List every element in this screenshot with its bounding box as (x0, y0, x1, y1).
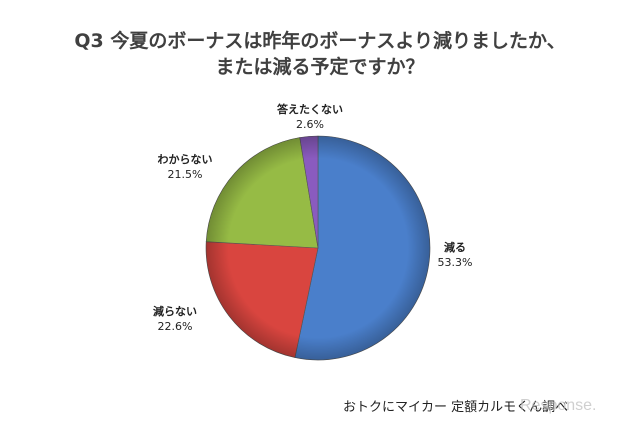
label-dont-know: わからない 21.5% (157, 153, 213, 181)
chart-title-line2: または減る予定ですか？ (215, 56, 425, 78)
label-not-decrease: 減らない 22.6% (153, 305, 197, 333)
label-decrease: 減る 53.3% (437, 241, 473, 269)
chart-title-line1: Q3 今夏のボーナスは昨年のボーナスより減りましたか、 (74, 30, 566, 52)
source-note: おトクにマイカー 定額カルモくん調べ (343, 400, 569, 415)
watermark: Response. (520, 397, 597, 414)
label-no-answer: 答えたくない 2.6% (277, 103, 343, 131)
